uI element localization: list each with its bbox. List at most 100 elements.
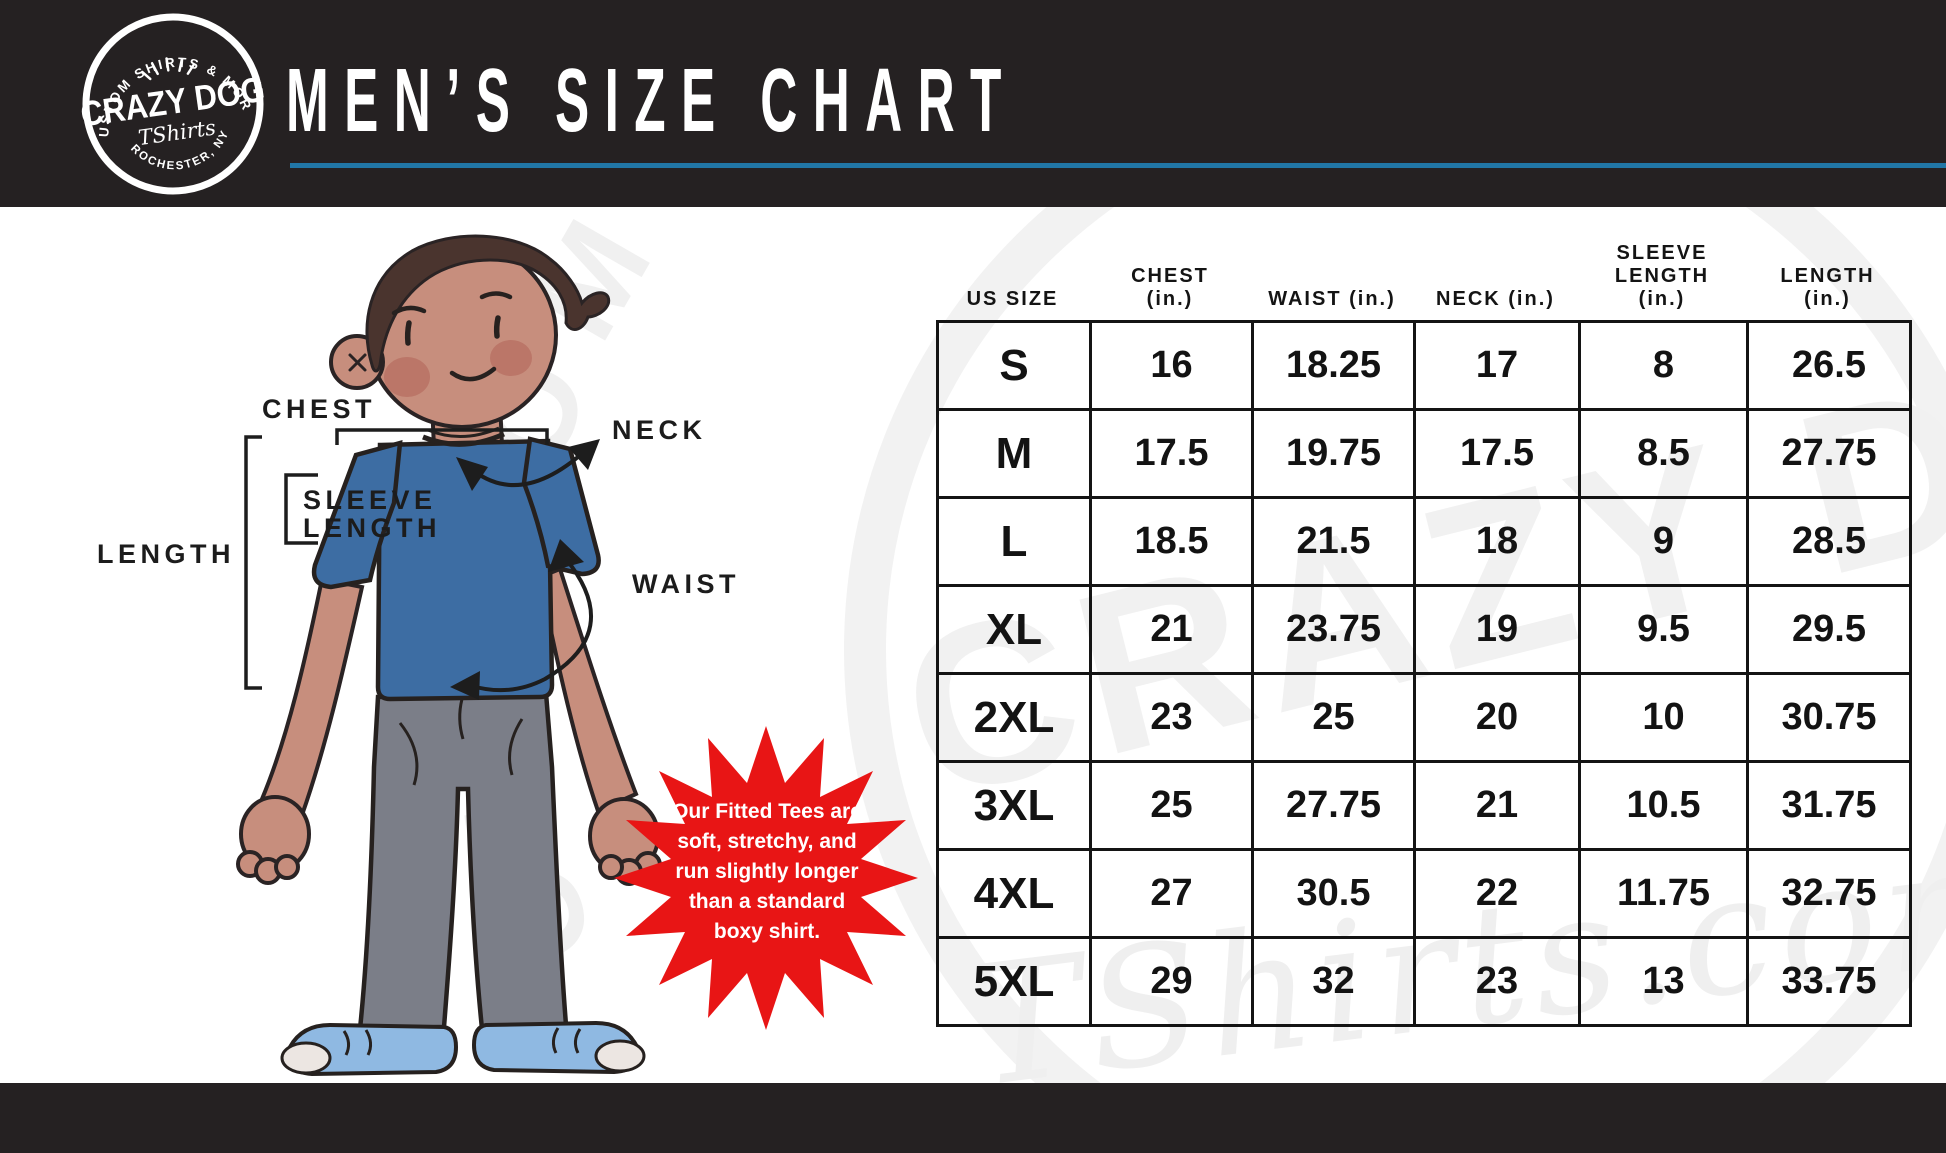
cell-sleeve: 11.75	[1578, 848, 1749, 939]
callout-line: boxy shirt.	[713, 920, 821, 943]
measurement-brackets	[244, 428, 549, 690]
cell-size: M	[936, 408, 1092, 499]
header-bar	[0, 0, 1946, 207]
cell-neck: 17.5	[1413, 408, 1581, 499]
cell-waist: 23.75	[1251, 584, 1416, 675]
cell-sleeve: 13	[1578, 936, 1749, 1027]
waist-label: WAIST	[632, 569, 740, 599]
sleeve-bracket	[284, 473, 318, 545]
cell-length: 31.75	[1746, 760, 1912, 851]
cell-waist: 32	[1251, 936, 1416, 1027]
cell-length: 29.5	[1746, 584, 1912, 675]
title-underline	[290, 163, 1946, 168]
cell-neck: 22	[1413, 848, 1581, 939]
boy-face-features	[391, 291, 513, 382]
logo-ring	[82, 13, 264, 195]
boy-pants	[357, 690, 569, 1032]
col-header-neck: NECK (in.)	[1436, 288, 1555, 310]
cell-neck: 20	[1413, 672, 1581, 763]
cell-neck: 18	[1413, 496, 1581, 587]
logo-rays-icon	[140, 57, 195, 81]
cell-chest: 17.5	[1089, 408, 1254, 499]
table-row: 4XL 27 30.5 22 11.75 32.75	[936, 848, 1912, 939]
cell-waist: 25	[1251, 672, 1416, 763]
col-header-chest: CHEST (in.)	[1131, 265, 1209, 310]
boy-shoes	[280, 1020, 646, 1077]
cell-sleeve: 10.5	[1578, 760, 1749, 851]
cell-length: 33.75	[1746, 936, 1912, 1027]
boy-head	[329, 234, 611, 429]
cell-chest: 29	[1089, 936, 1254, 1027]
cell-chest: 23	[1089, 672, 1254, 763]
footer-bar	[0, 1083, 1946, 1153]
measurement-arrows	[450, 439, 600, 700]
cell-neck: 17	[1413, 320, 1581, 411]
table-row: XL 21 23.75 19 9.5 29.5	[936, 584, 1912, 675]
waist-arrow	[471, 557, 593, 693]
cell-length: 32.75	[1746, 848, 1912, 939]
boy-blush-right	[490, 340, 532, 376]
sleeve-label-line2: LENGTH	[303, 513, 441, 543]
cell-size: 5XL	[936, 936, 1092, 1027]
cell-chest: 18.5	[1089, 496, 1254, 587]
size-table: S 16 18.25 17 8 26.5 M 17.5 19.75 17.5 8…	[936, 320, 1912, 1027]
cell-size: 2XL	[936, 672, 1092, 763]
shirt-collar	[422, 431, 506, 447]
boy-shirt	[311, 426, 601, 702]
callout-line: than a standard	[688, 890, 846, 913]
cell-waist: 19.75	[1251, 408, 1416, 499]
cell-size: S	[936, 320, 1092, 411]
cell-sleeve: 8	[1578, 320, 1749, 411]
col-header-waist: WAIST (in.)	[1268, 288, 1396, 310]
length-bracket	[244, 435, 262, 690]
cell-chest: 16	[1089, 320, 1254, 411]
page-title: MEN’S SIZE CHART	[286, 51, 1017, 151]
cell-sleeve: 9.5	[1578, 584, 1749, 675]
cell-waist: 27.75	[1251, 760, 1416, 851]
table-row: 3XL 25 27.75 21 10.5 31.75	[936, 760, 1912, 851]
callout-text: Our Fitted Tees are soft, stretchy, and …	[648, 797, 886, 947]
callout-line: soft, stretchy, and	[677, 830, 857, 853]
cell-length: 27.75	[1746, 408, 1912, 499]
table-row: L 18.5 21.5 18 9 28.5	[936, 496, 1912, 587]
table-row: S 16 18.25 17 8 26.5	[936, 320, 1912, 411]
col-header-length: LENGTH (in.)	[1780, 265, 1875, 310]
cell-size: 3XL	[936, 760, 1092, 851]
boy-hair	[365, 234, 611, 373]
neck-label: NECK	[612, 415, 707, 445]
table-column-headers: US SIZE CHEST (in.) WAIST (in.) NECK (in…	[936, 226, 1909, 318]
cell-size: 4XL	[936, 848, 1092, 939]
cell-neck: 23	[1413, 936, 1581, 1027]
boy-blush-left	[384, 357, 430, 397]
cell-length: 26.5	[1746, 320, 1912, 411]
chest-bracket	[335, 428, 549, 445]
cell-sleeve: 10	[1578, 672, 1749, 763]
boy-arms	[236, 566, 662, 886]
crazy-dog-logo: CUSTOM SHIRTS & MORE CRAZY DOG TShirts R…	[55, 6, 267, 195]
diagram-labels: CHEST NECK SLEEVE LENGTH LENGTH WAIST	[97, 394, 740, 599]
callout-line: Our Fitted Tees are	[672, 800, 862, 823]
cell-chest: 25	[1089, 760, 1254, 851]
cell-waist: 18.25	[1251, 320, 1416, 411]
cell-waist: 30.5	[1251, 848, 1416, 939]
sleeve-label-line1: SLEEVE	[303, 485, 437, 515]
col-header-sleeve-length: SLEEVE LENGTH (in.)	[1614, 242, 1710, 310]
cell-neck: 19	[1413, 584, 1581, 675]
cell-length: 28.5	[1746, 496, 1912, 587]
col-header-us-size: US SIZE	[966, 288, 1059, 310]
callout-line: run slightly longer	[675, 860, 859, 883]
neck-arrow	[472, 449, 587, 488]
cell-size: XL	[936, 584, 1092, 675]
chest-label: CHEST	[262, 394, 376, 424]
cell-size: L	[936, 496, 1092, 587]
cell-neck: 21	[1413, 760, 1581, 851]
table-row: M 17.5 19.75 17.5 8.5 27.75	[936, 408, 1912, 499]
cell-sleeve: 9	[1578, 496, 1749, 587]
length-label: LENGTH	[97, 539, 235, 569]
callout-starburst	[614, 726, 918, 1030]
cell-sleeve: 8.5	[1578, 408, 1749, 499]
table-row: 5XL 29 32 23 13 33.75	[936, 936, 1912, 1027]
cell-waist: 21.5	[1251, 496, 1416, 587]
table-row: 2XL 23 25 20 10 30.75	[936, 672, 1912, 763]
